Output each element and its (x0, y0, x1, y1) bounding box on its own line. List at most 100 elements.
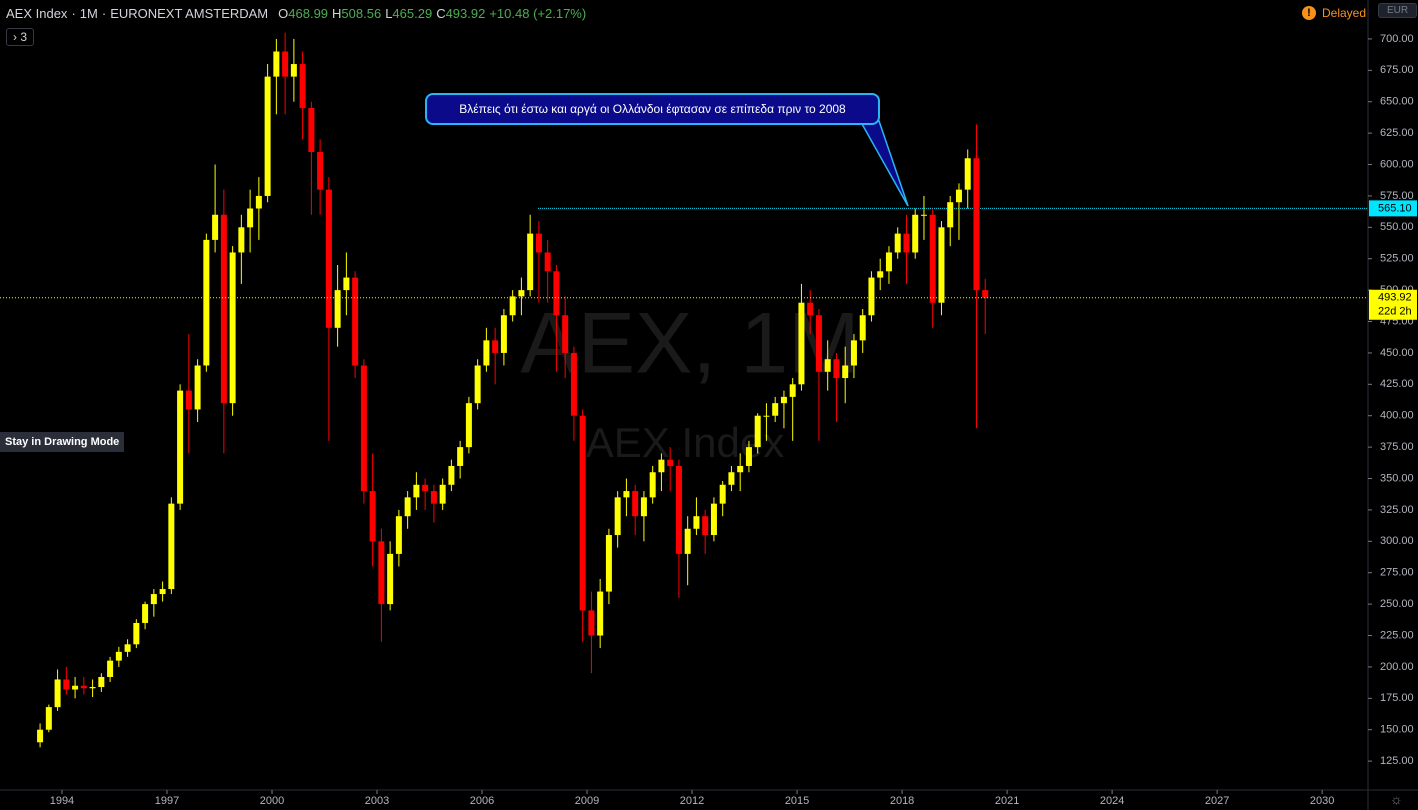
indicators-toggle[interactable]: › 3 (6, 28, 35, 46)
y-tick-label: 600.00 (1380, 158, 1414, 170)
candle-body (780, 396, 787, 404)
candle-body (588, 610, 595, 636)
ohlc-value: 468.99 (288, 6, 329, 21)
candle-body (903, 233, 910, 253)
candle-body (98, 676, 105, 688)
candle-body (824, 359, 831, 372)
price-badge (1369, 289, 1417, 320)
candle-body (807, 302, 814, 316)
y-tick-label: 400.00 (1380, 410, 1414, 422)
settings-icon[interactable]: ☼ (1390, 791, 1403, 807)
symbol: AEX Index (6, 6, 68, 21)
candle-body (194, 365, 201, 410)
candle-body (150, 594, 157, 605)
candle-body (789, 384, 796, 397)
change: +10.48 (+2.17%) (489, 6, 587, 21)
x-tick-label: 2024 (1100, 795, 1124, 807)
candle-body (360, 365, 367, 492)
x-tick-label: 1997 (155, 795, 179, 807)
candle-body (737, 465, 744, 473)
countdown: 22d 2h (1378, 306, 1412, 318)
candle-body (912, 214, 919, 253)
candle-body (343, 277, 350, 291)
candle-body (710, 503, 717, 536)
y-tick-label: 700.00 (1380, 33, 1414, 45)
y-tick-label: 150.00 (1380, 724, 1414, 736)
y-tick-label: 275.00 (1380, 567, 1414, 579)
candle-body (632, 491, 639, 517)
candle-body (413, 484, 420, 498)
ohlc-key: L (385, 6, 393, 21)
callout-pointer (861, 117, 909, 207)
candle-body (159, 589, 166, 595)
y-tick-label: 575.00 (1380, 190, 1414, 202)
candle-body (72, 685, 79, 690)
candle-body (920, 214, 927, 216)
drawing-mode-button[interactable]: Stay in Drawing Mode (0, 432, 125, 452)
candle-body (369, 491, 376, 542)
y-tick-label: 550.00 (1380, 221, 1414, 233)
candle-body (553, 271, 560, 316)
candle-body (964, 158, 971, 190)
candle-body (63, 679, 70, 690)
y-tick-label: 250.00 (1380, 598, 1414, 610)
y-tick-label: 225.00 (1380, 629, 1414, 641)
currency[interactable]: EUR (1378, 3, 1418, 18)
x-tick-label: 2012 (680, 795, 704, 807)
sep: · (71, 6, 76, 21)
candle-body (229, 252, 236, 404)
candle-body (579, 415, 586, 611)
candle-body (378, 541, 385, 605)
candle-body (955, 189, 962, 203)
level-label: 565.10 (1378, 202, 1412, 214)
candle-body (719, 484, 726, 504)
candle-body (308, 108, 315, 152)
candle-body (850, 340, 857, 366)
candle-body (352, 277, 359, 366)
candle-body (492, 340, 499, 353)
candle-body (877, 271, 884, 278)
candle-body (142, 604, 149, 623)
candle-body (614, 497, 621, 536)
candle-body (947, 202, 954, 228)
candle-body (894, 233, 901, 253)
candle-body (658, 459, 665, 473)
candle-body (430, 491, 437, 504)
level-badge (1369, 200, 1417, 217)
candle-body (605, 535, 612, 592)
candle-body (693, 516, 700, 529)
candle-body (168, 503, 175, 590)
x-tick-label: 2018 (890, 795, 914, 807)
candle-body (842, 365, 849, 379)
candle-body (885, 252, 892, 272)
candle-body (675, 465, 682, 554)
candle-body (238, 227, 245, 253)
candle-body (89, 687, 96, 689)
delayed-status[interactable]: ! Delayed (1302, 6, 1366, 20)
candle-body (212, 214, 219, 240)
candle-body (115, 651, 122, 661)
y-tick-label: 625.00 (1380, 127, 1414, 139)
candle-body (833, 359, 840, 379)
candle-body (754, 415, 761, 448)
annotation-callout[interactable]: Βλέπεις ότι έστω και αργά οι Ολλάνδοι έφ… (425, 93, 880, 125)
ohlc-key: C (436, 6, 446, 21)
y-tick-label: 325.00 (1380, 504, 1414, 516)
candle-body (422, 484, 429, 492)
candle-body (465, 403, 472, 448)
candle-body (439, 484, 446, 504)
candle-body (623, 491, 630, 498)
x-tick-label: 2015 (785, 795, 809, 807)
candle-body (518, 290, 525, 297)
exchange: EURONEXT AMSTERDAM (110, 6, 269, 21)
x-tick-label: 2000 (260, 795, 284, 807)
ohlc-key: O (278, 6, 289, 21)
candle-body (597, 591, 604, 636)
candle-body (868, 277, 875, 316)
x-tick-label: 1994 (50, 795, 74, 807)
status: Delayed (1322, 6, 1367, 20)
candle-body (448, 465, 455, 485)
x-tick-label: 2021 (995, 795, 1019, 807)
